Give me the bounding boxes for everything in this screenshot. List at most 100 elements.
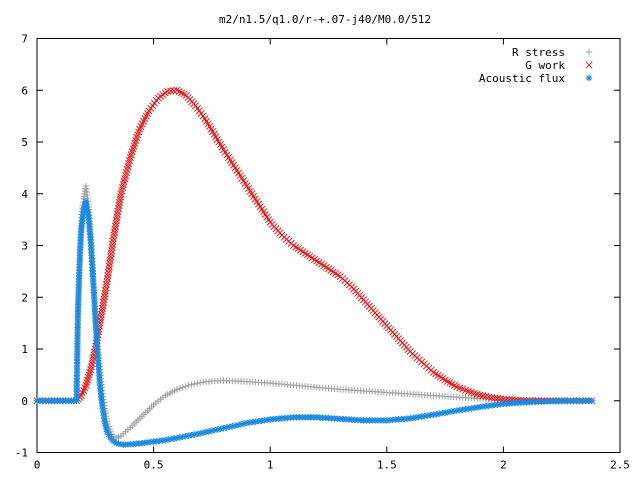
legend-label: R stress [512, 46, 565, 59]
data-point [461, 386, 470, 394]
data-point [97, 313, 105, 321]
data-point [441, 376, 449, 384]
data-point [459, 385, 467, 393]
data-point [107, 434, 113, 440]
data-point [485, 393, 493, 401]
data-point [482, 392, 490, 400]
data-point [310, 255, 319, 264]
data-point [103, 426, 110, 432]
data-point [234, 169, 243, 177]
data-point [246, 187, 254, 195]
data-point [439, 374, 447, 383]
data-point [589, 397, 595, 404]
data-point [453, 383, 461, 391]
data-point [434, 371, 442, 379]
data-point [324, 265, 333, 273]
data-point [238, 174, 246, 182]
data-point [256, 203, 264, 211]
data-point [239, 177, 248, 185]
data-point [263, 213, 271, 221]
data-point [100, 292, 109, 301]
data-point [96, 316, 105, 324]
y-tick-label: 2 [21, 291, 28, 304]
data-point [264, 216, 273, 224]
data-point [85, 371, 93, 379]
data-point [114, 207, 122, 216]
data-point [86, 368, 94, 376]
data-point [223, 151, 231, 159]
data-point [244, 185, 253, 193]
data-point [303, 251, 312, 259]
data-point [450, 381, 458, 389]
data-point [261, 210, 269, 219]
data-point [104, 429, 110, 435]
data-point [301, 249, 309, 257]
data-point [110, 228, 119, 236]
data-point [101, 418, 108, 425]
data-point [113, 213, 121, 221]
data-point [479, 392, 487, 400]
data-point [241, 179, 249, 187]
data-point [254, 200, 263, 208]
data-point [113, 440, 120, 446]
data-point [199, 112, 207, 120]
data-point [331, 269, 340, 277]
data-point [258, 205, 266, 213]
data-point [116, 193, 125, 201]
data-point [207, 125, 215, 133]
data-point [315, 259, 323, 267]
x-tick-label: 1.5 [377, 459, 397, 472]
data-point [488, 394, 496, 402]
data-point [116, 196, 124, 204]
data-point [103, 423, 109, 430]
data-point [233, 166, 241, 175]
data-point [476, 391, 484, 399]
x-tick-label: 2 [500, 459, 507, 472]
data-point [202, 117, 211, 125]
data-point [167, 87, 175, 95]
data-point [118, 441, 124, 447]
data-point [508, 396, 516, 404]
data-point [115, 440, 122, 447]
data-point [251, 195, 259, 203]
data-point [243, 182, 251, 190]
y-tick-label: 1 [21, 343, 28, 356]
data-point [491, 394, 499, 402]
data-point [292, 243, 300, 251]
y-tick-label: 4 [21, 188, 28, 201]
legend-marker [585, 74, 593, 82]
data-point [308, 254, 316, 262]
data-point [213, 135, 221, 143]
data-point [294, 245, 302, 253]
data-point [114, 204, 123, 213]
data-point [320, 262, 328, 270]
data-point [212, 133, 220, 141]
data-point [215, 138, 223, 146]
data-point [102, 284, 110, 292]
data-point [236, 172, 244, 180]
y-tick-label: 5 [21, 136, 28, 149]
data-point [253, 197, 261, 206]
data-point [112, 216, 121, 224]
data-point [115, 199, 124, 207]
data-point [299, 248, 307, 256]
data-point [289, 241, 298, 250]
data-point [322, 263, 330, 271]
data-point [329, 268, 337, 276]
y-tick-label: 6 [21, 84, 28, 97]
data-point [101, 287, 110, 295]
data-point [164, 87, 172, 95]
data-point [111, 222, 120, 230]
y-tick-label: 0 [21, 395, 28, 408]
data-point [334, 271, 342, 279]
series-g-work [33, 86, 596, 405]
data-point [100, 295, 108, 304]
data-point [494, 394, 502, 402]
y-tick-label: -1 [15, 447, 28, 460]
data-point [220, 146, 228, 154]
data-point [98, 307, 106, 315]
y-tick-label: 3 [21, 240, 28, 253]
data-point [473, 390, 481, 398]
